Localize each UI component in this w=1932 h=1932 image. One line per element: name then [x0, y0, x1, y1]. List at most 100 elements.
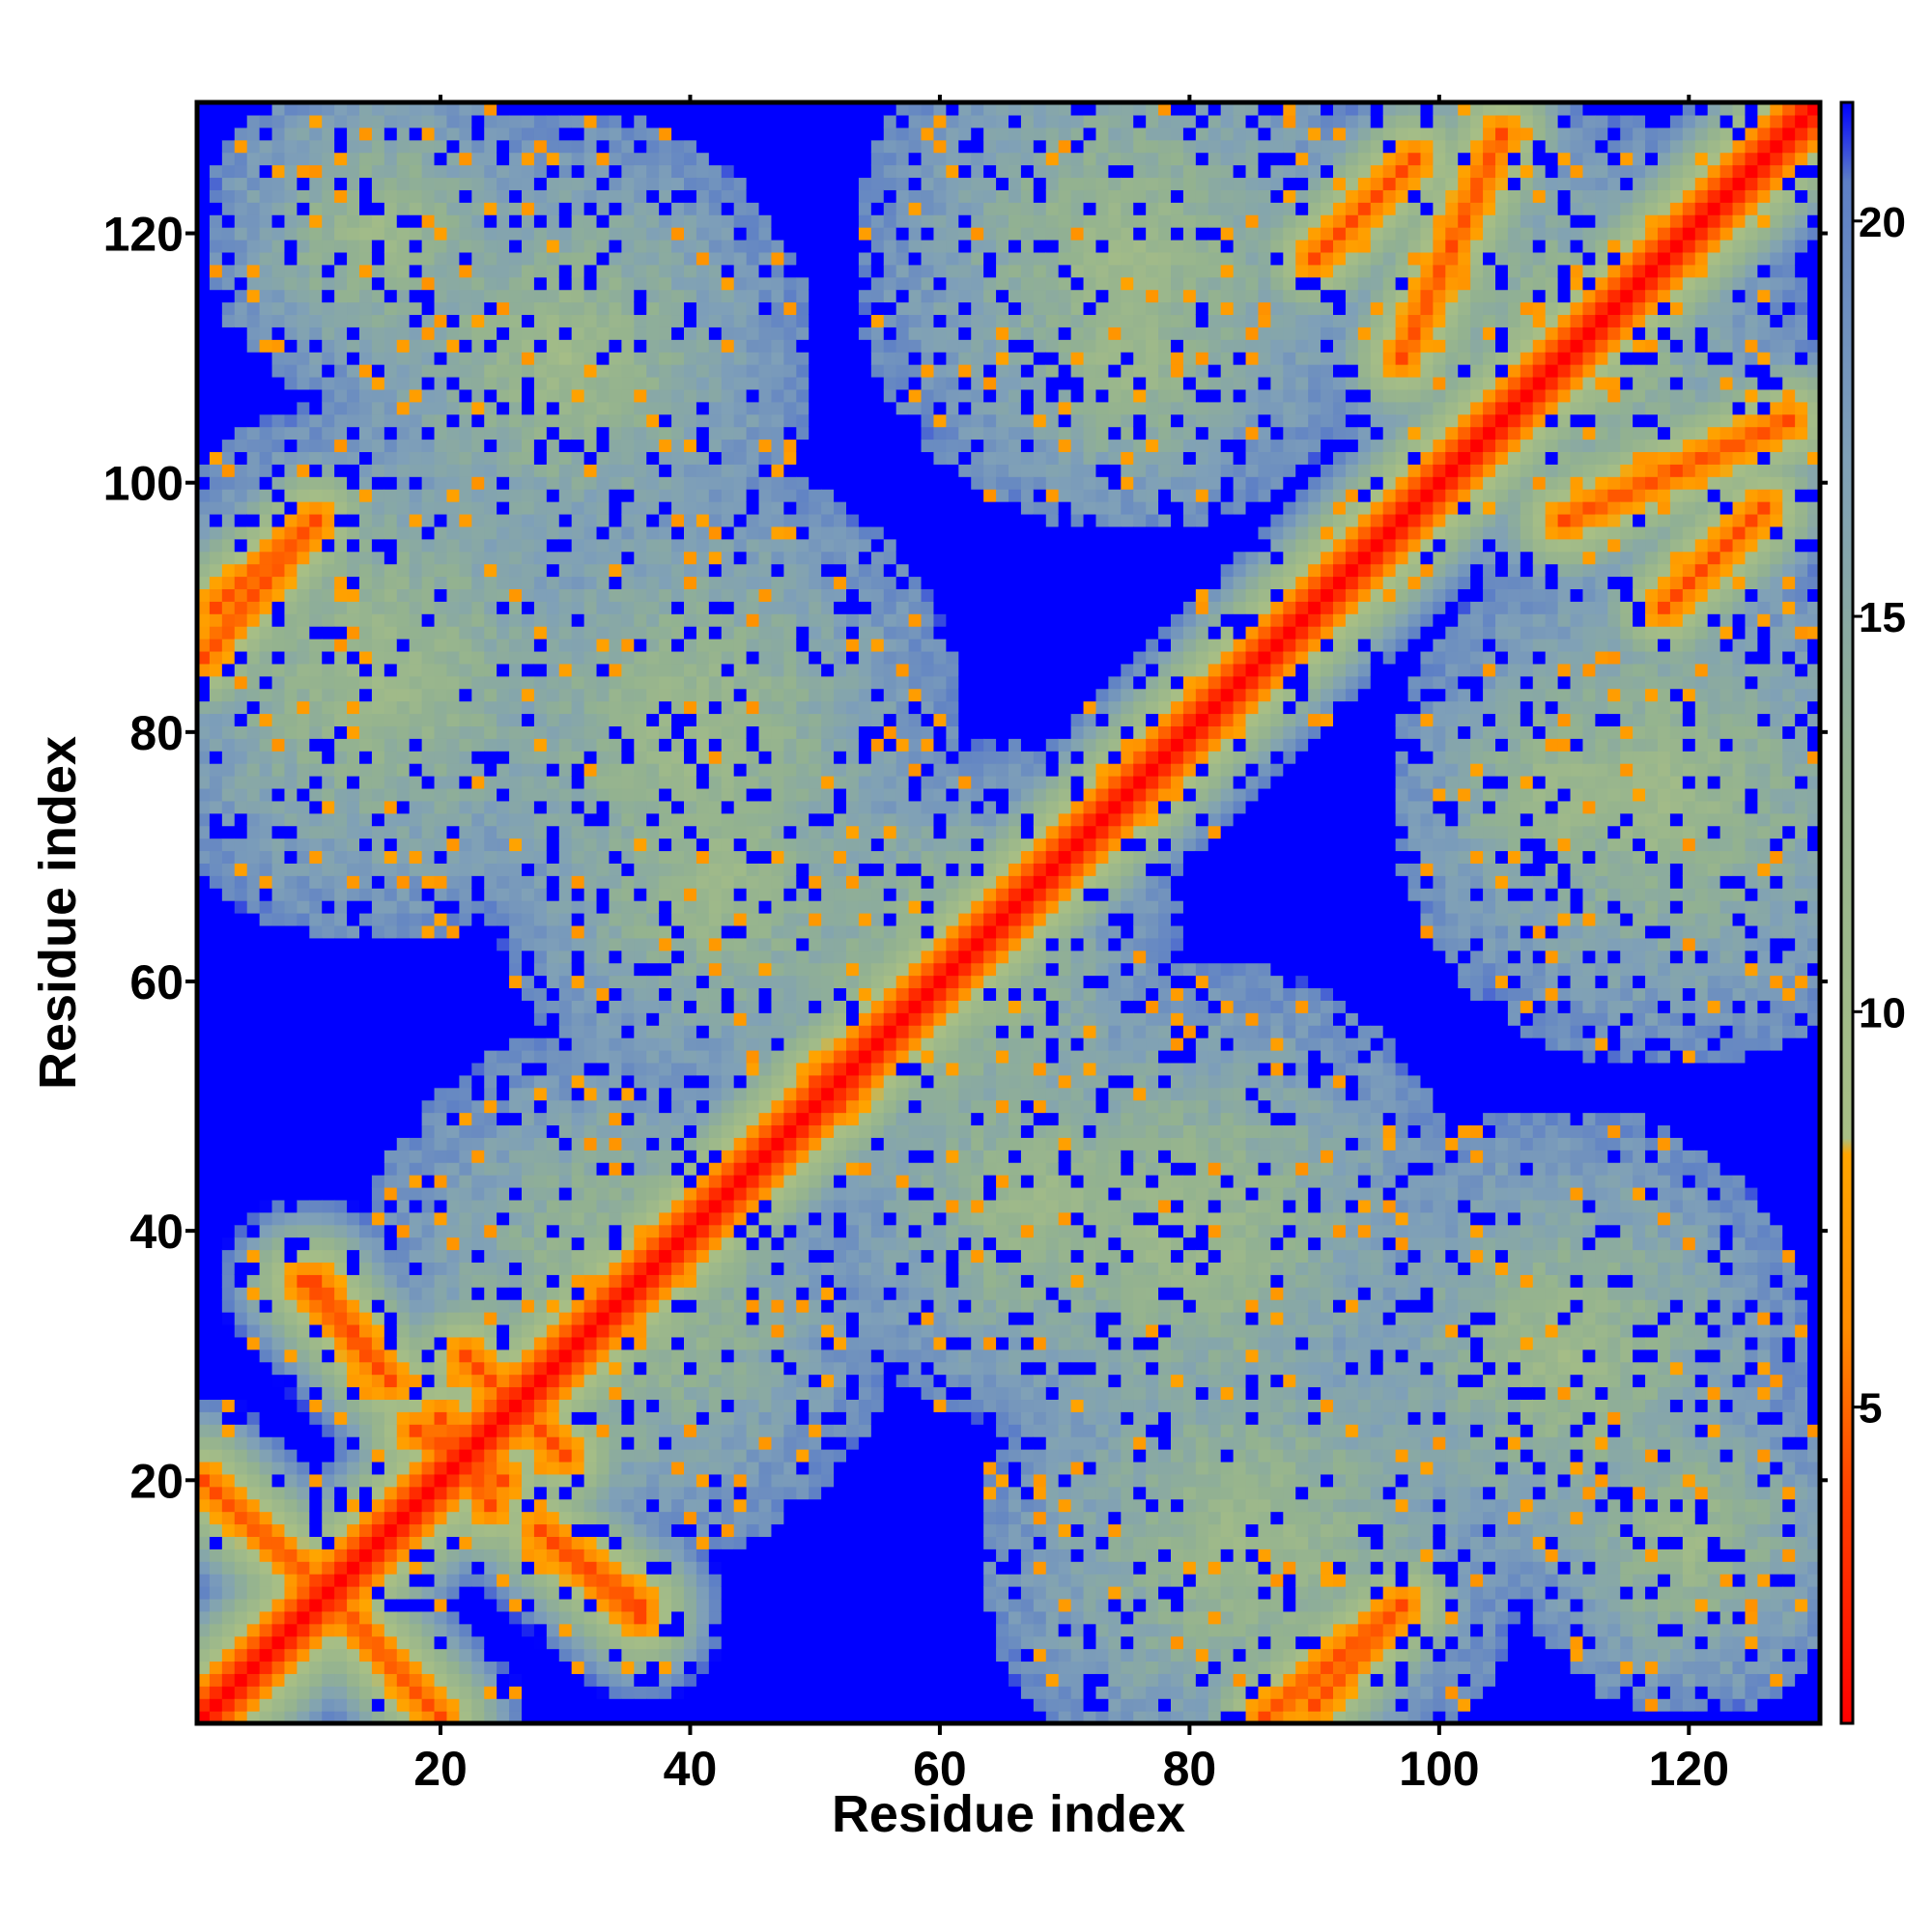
- heatmap-cell: [322, 1411, 335, 1425]
- heatmap-cell: [259, 327, 273, 340]
- heatmap-cell: [533, 1336, 548, 1350]
- heatmap-cell: [596, 688, 611, 702]
- heatmap-cell: [371, 1623, 385, 1637]
- heatmap-cell: [246, 812, 261, 827]
- heatmap-cell: [459, 1087, 472, 1101]
- heatmap-cell: [571, 962, 585, 977]
- heatmap-cell: [271, 1623, 286, 1637]
- heatmap-cell: [634, 900, 647, 914]
- heatmap-cell: [522, 314, 535, 327]
- heatmap-cell: [533, 177, 548, 190]
- heatmap-cell: [583, 888, 598, 901]
- heatmap-cell: [471, 700, 485, 715]
- heatmap-cell: [309, 526, 323, 540]
- heatmap-cell: [259, 787, 273, 802]
- heatmap-cell: [371, 551, 385, 565]
- heatmap-cell: [209, 1461, 223, 1475]
- heatmap-cell: [434, 1299, 448, 1313]
- heatmap-cell: [359, 1124, 373, 1138]
- heatmap-cell: [558, 1224, 573, 1238]
- heatmap-cell: [571, 1698, 585, 1712]
- heatmap-cell: [359, 1648, 373, 1662]
- heatmap-cell: [533, 937, 548, 952]
- heatmap-cell: [246, 787, 261, 802]
- heatmap-cell: [271, 1087, 286, 1101]
- heatmap-cell: [271, 675, 286, 690]
- heatmap-cell: [421, 1000, 436, 1013]
- heatmap-cell: [546, 1087, 560, 1101]
- heatmap-cell: [234, 538, 248, 553]
- heatmap-cell: [309, 538, 323, 553]
- heatmap-cell: [434, 1574, 448, 1587]
- heatmap-cell: [533, 1049, 548, 1064]
- heatmap-cell: [659, 1274, 672, 1288]
- heatmap-cell: [421, 1574, 436, 1587]
- heatmap-cell: [284, 639, 298, 652]
- heatmap-cell: [546, 239, 560, 253]
- heatmap-cell: [459, 1574, 472, 1587]
- heatmap-cell: [571, 1150, 585, 1163]
- heatmap-cell: [509, 1074, 523, 1089]
- heatmap-cell: [596, 1399, 611, 1412]
- heatmap-cell: [309, 1548, 323, 1562]
- heatmap-cell: [646, 202, 660, 215]
- heatmap-cell: [571, 439, 585, 453]
- heatmap-cell: [446, 713, 460, 726]
- heatmap-cell: [497, 900, 510, 914]
- heatmap-cell: [659, 1623, 672, 1637]
- heatmap-cell: [197, 1548, 211, 1562]
- heatmap-cell: [347, 950, 360, 964]
- heatmap-cell: [409, 576, 423, 589]
- heatmap-cell: [621, 339, 635, 353]
- heatmap-cell: [396, 551, 411, 565]
- heatmap-cell: [396, 924, 411, 939]
- heatmap-cell: [509, 1274, 523, 1288]
- heatmap-cell: [546, 1124, 560, 1138]
- heatmap-cell: [271, 962, 286, 977]
- heatmap-cell: [621, 1486, 635, 1500]
- heatmap-cell: [596, 1374, 611, 1388]
- heatmap-cell: [509, 1249, 523, 1264]
- heatmap-cell: [621, 526, 635, 540]
- heatmap-cell: [271, 1711, 286, 1724]
- heatmap-cell: [234, 900, 248, 914]
- heatmap-cell: [284, 987, 298, 1001]
- heatmap-cell: [246, 1287, 261, 1300]
- heatmap-cell: [371, 202, 385, 215]
- heatmap-cell: [471, 114, 485, 128]
- heatmap-cell: [371, 276, 385, 291]
- heatmap-cell: [621, 202, 635, 215]
- heatmap-cell: [259, 738, 273, 752]
- heatmap-cell: [659, 576, 672, 589]
- heatmap-cell: [533, 1299, 548, 1313]
- heatmap-cell: [596, 1686, 611, 1699]
- heatmap-cell: [284, 1399, 298, 1412]
- heatmap-cell: [384, 913, 398, 926]
- heatmap-cell: [522, 276, 535, 291]
- heatmap-cell: [384, 1498, 398, 1513]
- heatmap-cell: [221, 289, 236, 303]
- heatmap-cell: [546, 1374, 560, 1388]
- heatmap-cell: [646, 376, 660, 390]
- heatmap-cell: [271, 364, 286, 378]
- heatmap-cell: [334, 1099, 348, 1114]
- heatmap-cell: [459, 1673, 472, 1687]
- heatmap-cell: [509, 164, 523, 179]
- heatmap-cell: [533, 1661, 548, 1674]
- heatmap-cell: [571, 1548, 585, 1562]
- heatmap-cell: [197, 924, 211, 939]
- heatmap-cell: [209, 1012, 223, 1026]
- heatmap-cell: [409, 1498, 423, 1513]
- heatmap-cell: [359, 1523, 373, 1537]
- heatmap-cell: [334, 1299, 348, 1313]
- heatmap-cell: [471, 1312, 485, 1325]
- heatmap-cell: [421, 1287, 436, 1300]
- heatmap-cell: [659, 825, 672, 839]
- heatmap-cell: [533, 563, 548, 578]
- heatmap-cell: [271, 526, 286, 540]
- heatmap-cell: [484, 1449, 497, 1463]
- heatmap-cell: [459, 1523, 472, 1537]
- heatmap-cell: [359, 264, 373, 278]
- heatmap-cell: [209, 1661, 223, 1674]
- heatmap-cell: [459, 1461, 472, 1475]
